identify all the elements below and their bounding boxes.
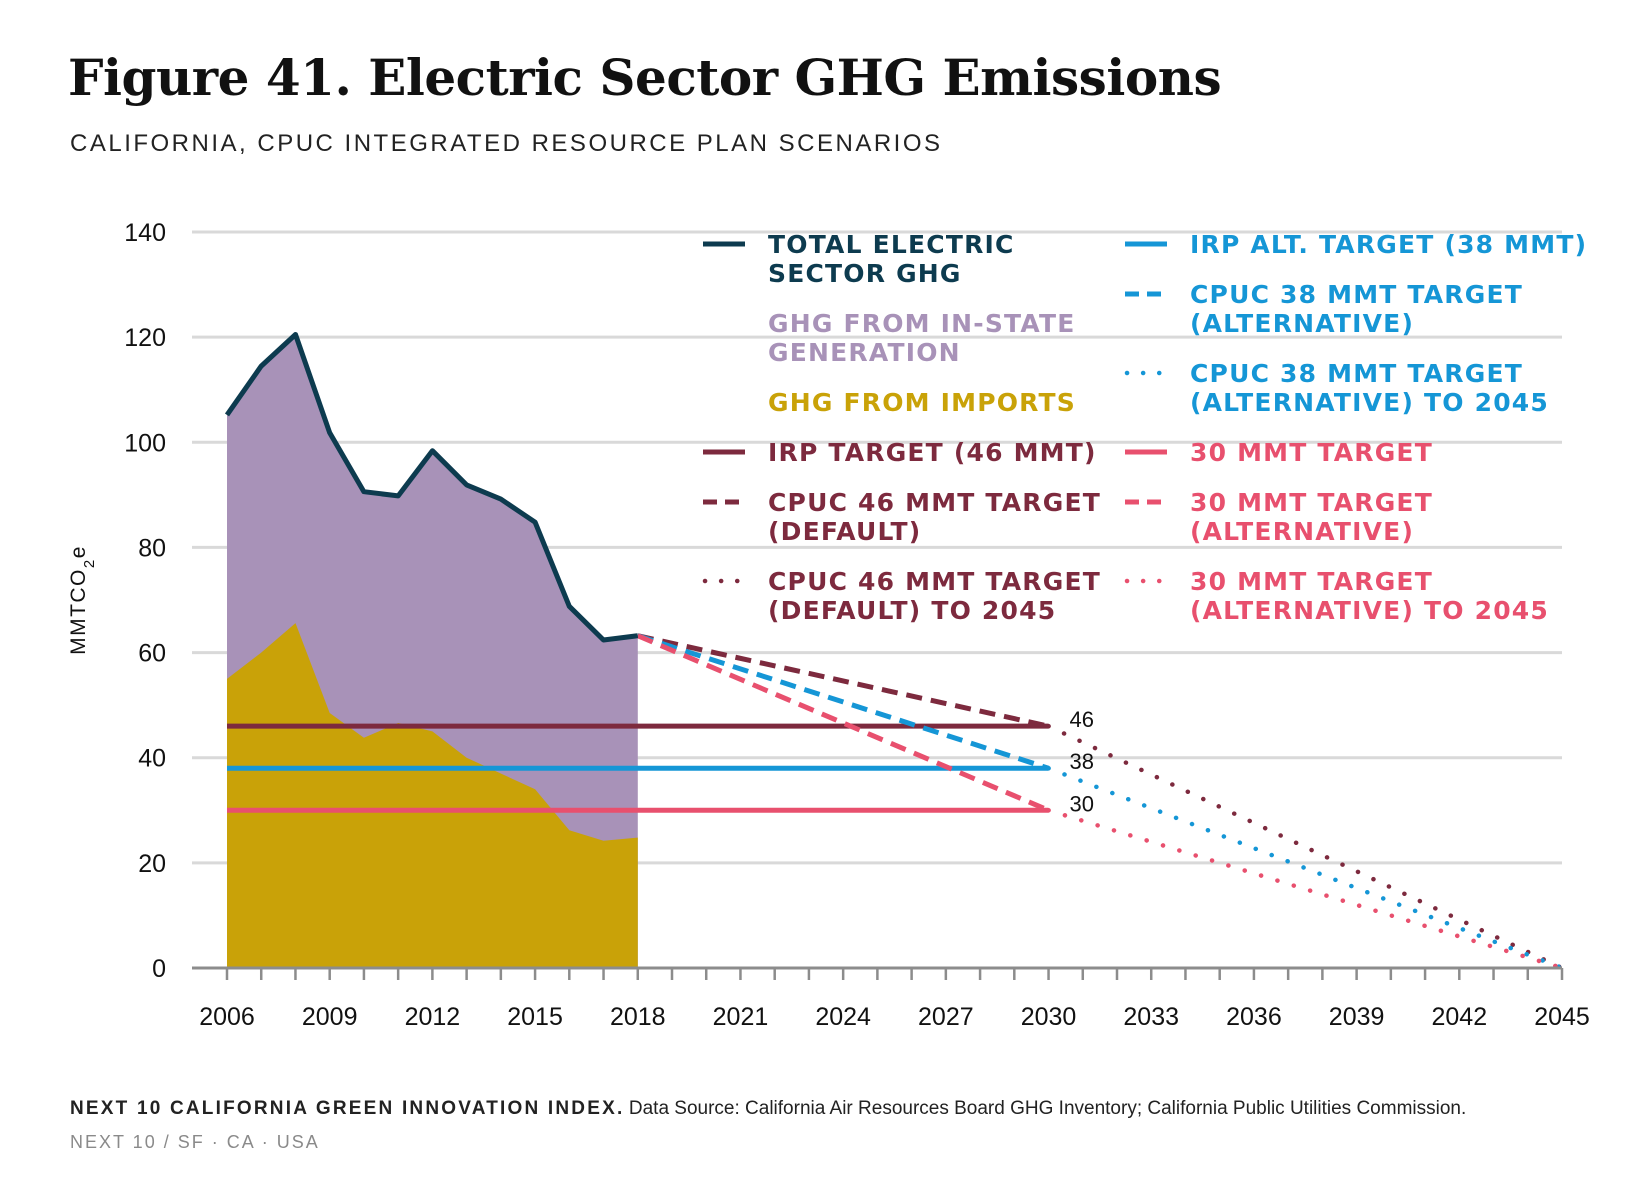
- x-tick-label: 2030: [1021, 1003, 1077, 1031]
- legend-label: (ALTERNATIVE): [1190, 309, 1414, 338]
- legend-item: CPUC 46 MMT TARGET(DEFAULT): [703, 488, 1101, 546]
- legend-label: (DEFAULT): [768, 517, 921, 546]
- legend-label: GENERATION: [768, 338, 961, 367]
- legend-label: (ALTERNATIVE): [1190, 517, 1414, 546]
- x-tick-label: 2018: [610, 1003, 666, 1031]
- legend-label: (ALTERNATIVE) TO 2045: [1190, 596, 1549, 625]
- series-cpuc-46-mmt-target-default-to-2045: [1046, 723, 1565, 971]
- legend-label: CPUC 38 MMT TARGET: [1190, 359, 1523, 388]
- legend-item: CPUC 46 MMT TARGET(DEFAULT) TO 2045: [702, 567, 1101, 625]
- legend-item: 30 MMT TARGET: [1125, 438, 1433, 467]
- legend-label: IRP TARGET (46 MMT): [768, 438, 1097, 467]
- y-tick-label: 120: [124, 324, 166, 352]
- legend-label: TOTAL ELECTRIC: [768, 230, 1015, 259]
- x-tick-label: 2045: [1534, 1003, 1590, 1031]
- chart-footer: NEXT 10 CALIFORNIA GREEN INNOVATION INDE…: [70, 1098, 1466, 1120]
- x-tick-label: 2042: [1431, 1003, 1487, 1031]
- y-axis-title: MMTCO2e: [67, 545, 98, 655]
- x-tick-label: 2012: [405, 1003, 461, 1031]
- y-tick-label: 80: [138, 534, 166, 562]
- y-tick-label: 140: [124, 219, 166, 247]
- legend-label: GHG FROM IN-STATE: [768, 309, 1076, 338]
- x-tick-label: 2027: [918, 1003, 974, 1031]
- legend-label: SECTOR GHG: [768, 259, 962, 288]
- legend-label: CPUC 46 MMT TARGET: [768, 488, 1101, 517]
- legend-label: (DEFAULT) TO 2045: [768, 596, 1056, 625]
- footer-source-label: NEXT 10 CALIFORNIA GREEN INNOVATION INDE…: [70, 1098, 625, 1119]
- series-cpuc-38-mmt-target-alternative-to-2045: [1046, 765, 1565, 971]
- legend-label: IRP ALT. TARGET (38 MMT): [1190, 230, 1587, 259]
- series-cpuc-46-mmt-target-default: [637, 633, 1050, 729]
- legend-item: CPUC 38 MMT TARGET(ALTERNATIVE) TO 2045: [1124, 359, 1549, 417]
- legend-item: CPUC 38 MMT TARGET(ALTERNATIVE): [1125, 280, 1523, 338]
- line-series: [224, 332, 1565, 971]
- x-tick-label: 2009: [302, 1003, 358, 1031]
- legend-label: (ALTERNATIVE) TO 2045: [1190, 388, 1549, 417]
- y-tick-label: 0: [152, 955, 166, 983]
- series-total-electric-sector-ghg: [224, 332, 639, 643]
- area-series: [227, 334, 638, 968]
- x-tick-label: 2015: [507, 1003, 563, 1031]
- legend-item: 30 MMT TARGET(ALTERNATIVE): [1125, 488, 1433, 546]
- footer-source-text: Data Source: California Air Resources Bo…: [628, 1098, 1467, 1119]
- y-tick-label: 100: [124, 429, 166, 457]
- series-cpuc-38-mmt-target-alternative: [637, 633, 1050, 771]
- legend-label: GHG FROM IMPORTS: [768, 388, 1076, 417]
- legend-label: CPUC 38 MMT TARGET: [1190, 280, 1523, 309]
- x-tick-label: 2036: [1226, 1003, 1282, 1031]
- x-tick-label: 2006: [199, 1003, 255, 1031]
- series-30-mmt-target-alternative: [636, 633, 1050, 813]
- legend-label: 30 MMT TARGET: [1190, 488, 1433, 517]
- footer-byline: NEXT 10 / SF · CA · USA: [70, 1132, 320, 1152]
- y-tick-label: 60: [138, 640, 166, 668]
- chart-subtitle: CALIFORNIA, CPUC INTEGRATED RESOURCE PLA…: [70, 130, 943, 157]
- legend-label: CPUC 46 MMT TARGET: [768, 567, 1101, 596]
- annotations: 46 38 30: [1070, 707, 1094, 816]
- value-label-46: 46: [1070, 707, 1094, 732]
- series-30-mmt-target-alternative-to-2045: [1046, 808, 1565, 971]
- axes: 0 20 40 60 80 100 120 140 MMTCO2e 2006 2009 2012 201…: [67, 219, 1590, 1031]
- x-tick-label: 2021: [713, 1003, 769, 1031]
- legend-item: IRP ALT. TARGET (38 MMT): [1125, 230, 1587, 259]
- area-imports: [227, 623, 638, 968]
- legend-label: 30 MMT TARGET: [1190, 567, 1433, 596]
- legend-item: IRP TARGET (46 MMT): [703, 438, 1097, 467]
- legend-item: 30 MMT TARGET(ALTERNATIVE) TO 2045: [1124, 567, 1549, 625]
- x-tick-label: 2024: [815, 1003, 871, 1031]
- legend-item: GHG FROM IMPORTS: [768, 388, 1076, 417]
- value-label-38: 38: [1070, 749, 1094, 774]
- legend-label: 30 MMT TARGET: [1190, 438, 1433, 467]
- chart-title: Figure 41. Electric Sector GHG Emissions: [68, 48, 1222, 107]
- x-tick-label: 2033: [1123, 1003, 1179, 1031]
- y-tick-label: 40: [138, 745, 166, 773]
- value-label-30: 30: [1070, 791, 1094, 816]
- x-tick-label: 2039: [1329, 1003, 1385, 1031]
- y-tick-label: 20: [138, 850, 166, 878]
